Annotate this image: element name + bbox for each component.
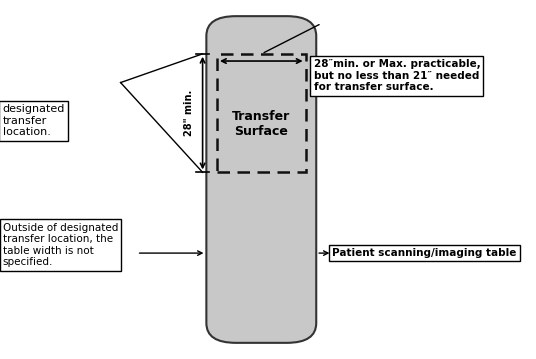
Text: Patient scanning/imaging table: Patient scanning/imaging table bbox=[332, 248, 517, 258]
Text: designated
transfer
location.: designated transfer location. bbox=[3, 104, 65, 137]
Text: Transfer
Surface: Transfer Surface bbox=[232, 110, 291, 138]
Text: Outside of designated
transfer location, the
table width is not
specified.: Outside of designated transfer location,… bbox=[3, 223, 118, 267]
FancyBboxPatch shape bbox=[206, 16, 316, 343]
Text: 28" min.: 28" min. bbox=[184, 90, 193, 136]
Text: 28″min. or Max. practicable,
but no less than 21″ needed
for transfer surface.: 28″min. or Max. practicable, but no less… bbox=[314, 59, 480, 92]
